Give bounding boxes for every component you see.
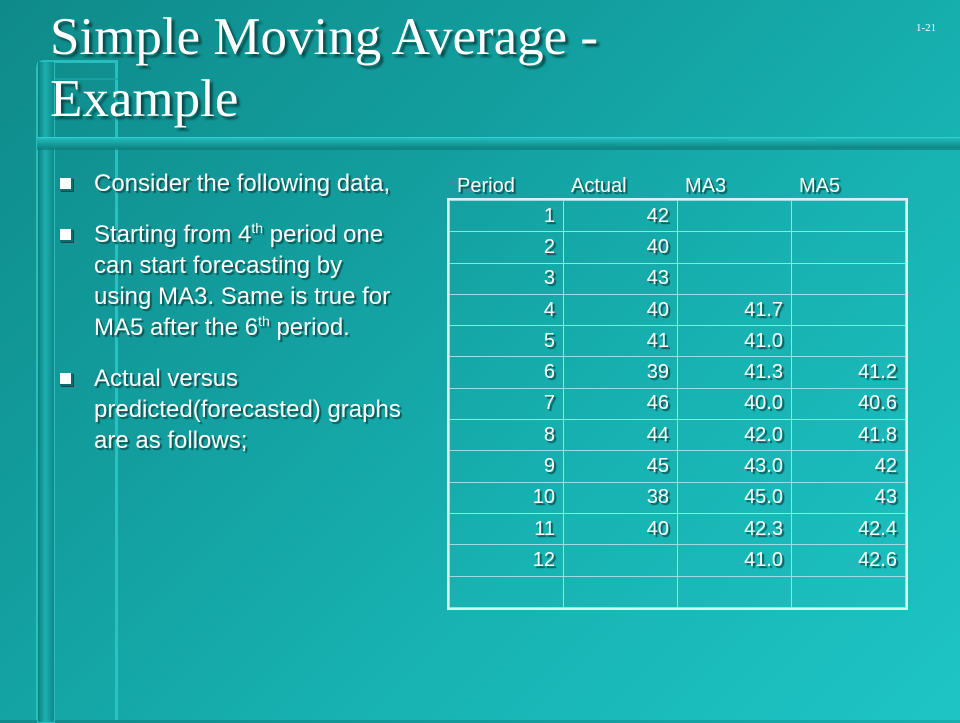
- column-header-ma3: MA3: [685, 174, 727, 197]
- decorative-vertical-bar: [37, 62, 55, 723]
- cell-period: 2: [449, 231, 564, 264]
- table-header-row: Period Actual MA3 MA5: [449, 172, 906, 200]
- cell-actual: [563, 575, 678, 608]
- table-row: 7 46 40.0 40.6: [449, 387, 906, 421]
- slide-title: Simple Moving Average - Example: [50, 6, 870, 130]
- table-row: 3 43: [449, 262, 906, 295]
- square-bullet-icon: [60, 373, 73, 386]
- superscript: th: [251, 220, 264, 236]
- cell-ma3: 42.0: [677, 419, 792, 452]
- cell-ma5: [791, 325, 906, 358]
- cell-ma5: [791, 231, 906, 264]
- cell-ma5: 41.2: [791, 356, 906, 389]
- cell-period: 11: [449, 512, 564, 546]
- table-row: 1 42: [449, 199, 906, 233]
- cell-actual: [563, 544, 678, 577]
- square-bullet-icon: [60, 229, 73, 242]
- page-number: 1-21: [916, 22, 937, 34]
- cell-actual: 44: [563, 419, 678, 452]
- cell-ma5: [791, 199, 906, 233]
- cell-period: 8: [449, 419, 564, 452]
- cell-ma5: 42: [791, 450, 906, 483]
- cell-period: [449, 575, 564, 608]
- bullet-text: period.: [269, 314, 350, 341]
- cell-ma3: 43.0: [677, 450, 792, 483]
- cell-ma3: [677, 575, 792, 608]
- decorative-horizontal-bar: [37, 137, 960, 148]
- title-line-1: Simple Moving Average -: [50, 8, 599, 66]
- table-row: 9 45 43.0 42: [449, 450, 906, 483]
- cell-actual: 45: [563, 450, 678, 483]
- cell-period: 4: [449, 293, 564, 327]
- cell-actual: 39: [563, 356, 678, 389]
- column-header-period: Period: [457, 174, 515, 197]
- cell-period: 12: [449, 544, 564, 577]
- table-row: 6 39 41.3 41.2: [449, 356, 906, 389]
- column-header-actual: Actual: [571, 174, 627, 197]
- cell-ma3: [677, 199, 792, 233]
- cell-ma5: 41.8: [791, 419, 906, 452]
- cell-ma3: 42.3: [677, 512, 792, 546]
- cell-actual: 42: [563, 199, 678, 233]
- bullet-text: Starting from 4: [94, 221, 252, 248]
- table-row: 8 44 42.0 41.8: [449, 419, 906, 452]
- table-row: 4 40 41.7: [449, 293, 906, 327]
- cell-ma3: 41.3: [677, 356, 792, 389]
- cell-ma3: [677, 231, 792, 264]
- bullet-item: Starting from 4th period one can start f…: [60, 219, 405, 343]
- cell-ma5: 42.6: [791, 544, 906, 577]
- cell-ma5: 42.4: [791, 512, 906, 546]
- decorative-rule: [37, 148, 960, 150]
- cell-actual: 40: [563, 231, 678, 264]
- cell-ma5: [791, 262, 906, 295]
- cell-period: 1: [449, 199, 564, 233]
- table-row: 2 40: [449, 231, 906, 264]
- cell-actual: 46: [563, 387, 678, 421]
- table-row: 5 41 41.0: [449, 325, 906, 358]
- cell-ma3: 41.7: [677, 293, 792, 327]
- cell-ma3: 41.0: [677, 544, 792, 577]
- superscript: th: [258, 313, 270, 329]
- cell-period: 5: [449, 325, 564, 358]
- cell-period: 3: [449, 262, 564, 295]
- table-row: 11 40 42.3 42.4: [449, 512, 906, 546]
- column-header-ma5: MA5: [799, 174, 841, 197]
- bullet-text: Consider the following data,: [94, 170, 391, 197]
- bullet-list: Consider the following data, Starting fr…: [60, 168, 405, 476]
- cell-ma5: 43: [791, 481, 906, 514]
- table-row: [449, 575, 906, 608]
- bullet-text: period one can start forecasting by usin…: [94, 221, 391, 341]
- cell-actual: 41: [563, 325, 678, 358]
- moving-average-table: Period Actual MA3 MA5 1 42 2 40 3 43 4 40 41.7 5 4…: [447, 172, 908, 610]
- table-row: 12 41.0 42.6: [449, 544, 906, 577]
- cell-ma3: 45.0: [677, 481, 792, 514]
- bullet-item: Actual versus predicted(forecasted) grap…: [60, 363, 405, 456]
- title-line-2: Example: [50, 70, 239, 128]
- cell-actual: 40: [563, 293, 678, 327]
- cell-period: 7: [449, 387, 564, 421]
- cell-ma5: [791, 293, 906, 327]
- cell-actual: 43: [563, 262, 678, 295]
- cell-ma5: 40.6: [791, 387, 906, 421]
- cell-actual: 40: [563, 512, 678, 546]
- cell-period: 10: [449, 481, 564, 514]
- data-table: 1 42 2 40 3 43 4 40 41.7 5 41 41.0 6 39 41.3 41.2 7 46 40.…: [447, 198, 908, 610]
- cell-ma3: 40.0: [677, 387, 792, 421]
- cell-ma5: [791, 575, 906, 608]
- cell-period: 9: [449, 450, 564, 483]
- cell-ma3: 41.0: [677, 325, 792, 358]
- cell-actual: 38: [563, 481, 678, 514]
- cell-ma3: [677, 262, 792, 295]
- square-bullet-icon: [60, 178, 73, 191]
- cell-period: 6: [449, 356, 564, 389]
- table-row: 10 38 45.0 43: [449, 481, 906, 514]
- bullet-text: Actual versus predicted(forecasted) grap…: [94, 365, 401, 454]
- bullet-item: Consider the following data,: [60, 168, 405, 199]
